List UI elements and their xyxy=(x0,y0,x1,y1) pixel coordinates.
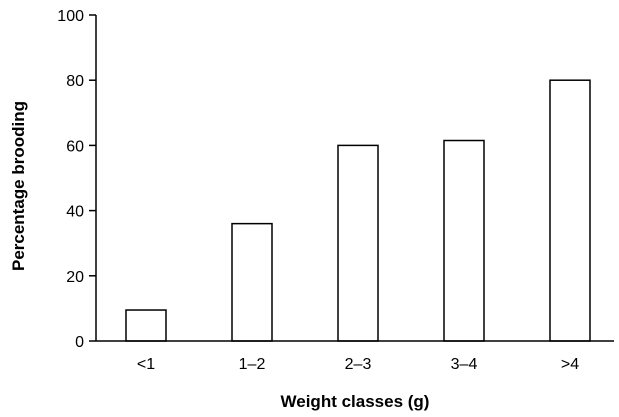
bar xyxy=(231,222,273,342)
y-tick-label: 60 xyxy=(66,138,84,155)
x-tick-label: <1 xyxy=(137,356,155,373)
x-tick-label: 1–2 xyxy=(239,356,266,373)
y-tick-label: 0 xyxy=(75,334,84,351)
y-ticks-group: 0 20 40 60 80 100 xyxy=(57,8,96,351)
y-tick-label: 100 xyxy=(57,8,84,25)
y-tick-label: 80 xyxy=(66,73,84,90)
bar xyxy=(443,139,485,342)
y-axis-title: Percentage brooding xyxy=(9,101,28,271)
x-ticks-group: <1 1–2 2–3 3–4 >4 xyxy=(137,356,579,373)
bar xyxy=(125,309,167,342)
x-tick-label: 3–4 xyxy=(451,356,478,373)
y-tick-label: 40 xyxy=(66,204,84,221)
bar xyxy=(337,144,379,342)
y-tick-label: 20 xyxy=(66,269,84,286)
x-tick-label: 2–3 xyxy=(345,356,372,373)
bars-group xyxy=(125,79,591,342)
bar xyxy=(549,79,591,342)
x-tick-label: >4 xyxy=(561,356,579,373)
x-axis-title: Weight classes (g) xyxy=(281,392,430,411)
